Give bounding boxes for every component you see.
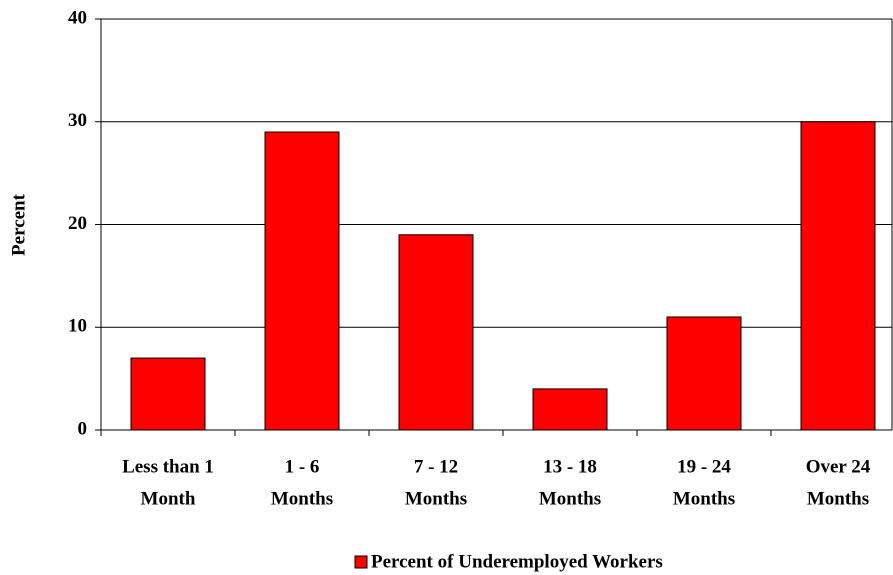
x-tick-label: Months xyxy=(405,488,467,509)
legend-label: Percent of Underemployed Workers xyxy=(371,551,663,572)
y-tick-label: 40 xyxy=(68,7,87,28)
legend-swatch xyxy=(354,555,368,569)
x-tick-label: 19 - 24 xyxy=(677,456,731,477)
x-tick-label: 13 - 18 xyxy=(543,456,597,477)
x-tick-label: Months xyxy=(539,488,601,509)
x-tick-label: Months xyxy=(807,488,869,509)
y-tick-label: 10 xyxy=(68,316,87,337)
bar xyxy=(398,234,474,431)
bar xyxy=(130,357,206,431)
bar xyxy=(800,121,876,431)
x-tick-label: 1 - 6 xyxy=(285,456,320,477)
y-tick-label: 30 xyxy=(68,110,87,131)
x-tick-label: Months xyxy=(673,488,735,509)
x-tick-label: Over 24 xyxy=(806,456,871,477)
y-axis-label: Percent xyxy=(8,193,29,256)
x-tick-label: Less than 1 xyxy=(122,456,214,477)
bar xyxy=(666,316,742,431)
y-tick-label: 20 xyxy=(68,213,87,234)
x-tick-label: Month xyxy=(141,488,196,509)
y-tick-label: 0 xyxy=(78,418,88,439)
bar xyxy=(532,388,608,431)
x-tick-label: 7 - 12 xyxy=(414,456,458,477)
bar xyxy=(264,131,340,431)
x-tick-label: Months xyxy=(271,488,333,509)
